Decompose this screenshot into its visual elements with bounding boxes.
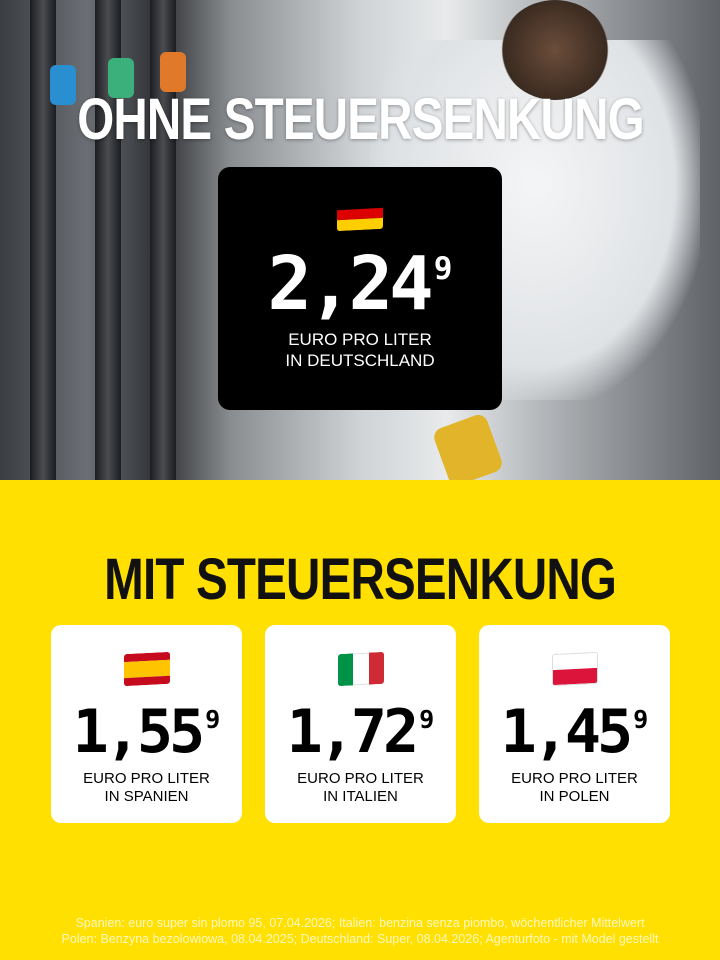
poland-price: 1,45 9 bbox=[479, 702, 670, 762]
blue-nozzle bbox=[50, 65, 76, 105]
germany-flag-icon bbox=[337, 196, 383, 232]
price-main: 1,55 bbox=[72, 697, 205, 767]
price-sup: 9 bbox=[433, 251, 453, 288]
label-line2: IN POLEN bbox=[539, 788, 610, 805]
poland-flag-icon bbox=[551, 651, 598, 687]
section-title-text: MIT STEUERSENKUNG bbox=[104, 547, 617, 612]
label-line1: EURO PRO LITER bbox=[288, 330, 432, 349]
spain-label: EURO PRO LITER IN SPANIEN bbox=[51, 770, 242, 806]
label-line2: IN SPANIEN bbox=[104, 788, 189, 805]
spain-price-card: 1,55 9 EURO PRO LITER IN SPANIEN bbox=[51, 625, 242, 823]
label-line2: IN DEUTSCHLAND bbox=[285, 351, 435, 370]
label-line2: IN ITALIEN bbox=[323, 788, 398, 805]
label-line1: EURO PRO LITER bbox=[297, 770, 424, 787]
label-line1: EURO PRO LITER bbox=[83, 770, 210, 787]
germany-label: EURO PRO LITER IN DEUTSCHLAND bbox=[218, 329, 502, 371]
price-sup: 9 bbox=[633, 705, 649, 735]
italy-price-card: 1,72 9 EURO PRO LITER IN ITALIEN bbox=[265, 625, 456, 823]
germany-price: 2,24 9 bbox=[218, 247, 502, 321]
price-main: 2,24 bbox=[267, 241, 434, 327]
footnote-line1: Spanien: euro super sin plomo 95, 07.04.… bbox=[75, 916, 645, 930]
fuel-nozzle-handle bbox=[431, 412, 505, 480]
header-title: OHNE STEUERSENKUNG bbox=[0, 86, 720, 153]
italy-flag-icon bbox=[337, 651, 384, 687]
person-head bbox=[500, 0, 610, 100]
price-main: 1,45 bbox=[500, 697, 633, 767]
section-title: MIT STEUERSENKUNG bbox=[0, 546, 720, 613]
country-cards: 1,55 9 EURO PRO LITER IN SPANIEN 1,72 9 EU… bbox=[51, 625, 670, 823]
header-title-text: OHNE STEUERSENKUNG bbox=[76, 87, 644, 152]
green-nozzle bbox=[108, 58, 134, 98]
spain-price: 1,55 9 bbox=[51, 702, 242, 762]
germany-price-card: 2,24 9 EURO PRO LITER IN DEUTSCHLAND bbox=[218, 167, 502, 410]
italy-label: EURO PRO LITER IN ITALIEN bbox=[265, 770, 456, 806]
source-footnote: Spanien: euro super sin plomo 95, 07.04.… bbox=[0, 915, 720, 947]
footnote-line2: Polen: Benzyna bezolowiowa, 08.04.2025; … bbox=[61, 932, 659, 946]
price-sup: 9 bbox=[419, 705, 435, 735]
poland-label: EURO PRO LITER IN POLEN bbox=[479, 770, 670, 806]
price-sup: 9 bbox=[205, 705, 221, 735]
poland-price-card: 1,45 9 EURO PRO LITER IN POLEN bbox=[479, 625, 670, 823]
italy-price: 1,72 9 bbox=[265, 702, 456, 762]
spain-flag-icon bbox=[123, 651, 170, 687]
price-main: 1,72 bbox=[286, 697, 419, 767]
label-line1: EURO PRO LITER bbox=[511, 770, 638, 787]
orange-nozzle bbox=[160, 52, 186, 92]
